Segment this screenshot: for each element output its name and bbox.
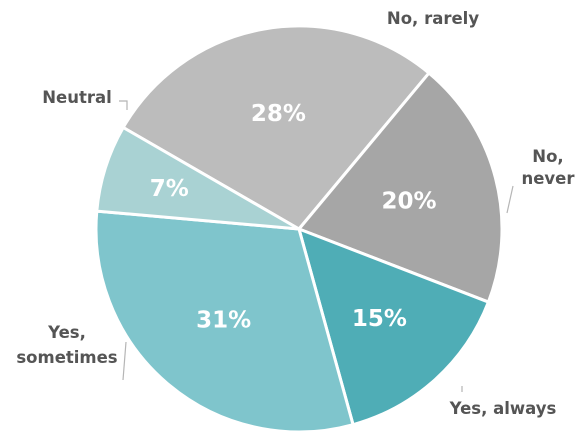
pie-slice-yes-sometimes [94, 209, 355, 434]
percent-label-yes-always: 15% [352, 306, 407, 332]
category-label-neutral: Neutral [42, 88, 112, 107]
percent-label-yes-sometimes: 31% [196, 308, 251, 334]
category-label-yes-sometimes: Yes, sometimes [16, 323, 117, 367]
leader-lines [119, 100, 514, 392]
category-label-no-rarely: No, rarely [387, 9, 479, 28]
percent-labels: 28% 20% 15% 31% 7% [150, 101, 437, 333]
percent-label-neutral: 7% [150, 176, 189, 202]
percent-label-no-never: 20% [381, 188, 436, 214]
category-label-no-never: No, never [521, 147, 575, 188]
leader-line-no-never [506, 185, 514, 214]
pie-slice-no-rarely [121, 24, 431, 231]
leader-line-yes-sometimes [122, 341, 127, 381]
pie-slices [94, 24, 504, 434]
pie-slice-neutral [95, 126, 301, 231]
pie-slice-yes-always [297, 227, 490, 427]
pie-slice-no-never [297, 71, 504, 304]
percent-label-no-rarely: 28% [251, 101, 306, 127]
leader-line-neutral [119, 100, 128, 110]
category-label-yes-always: Yes, always [449, 399, 557, 418]
category-labels: No, rarely No, never Yes, always Yes, sometim… [16, 9, 575, 418]
